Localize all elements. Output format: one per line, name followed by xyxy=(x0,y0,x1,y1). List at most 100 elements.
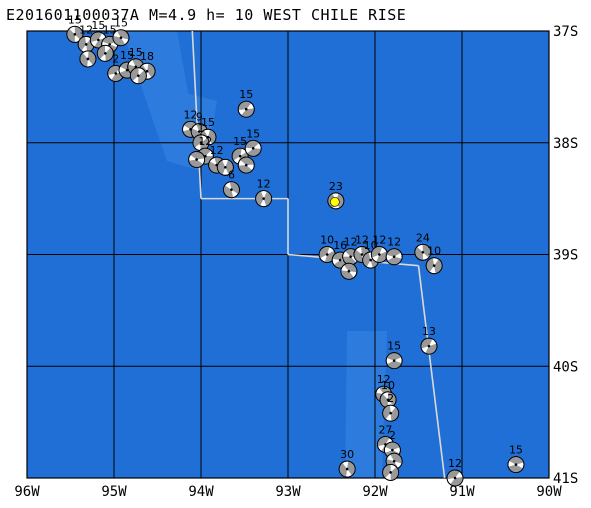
longitude-tick-label: 94W xyxy=(188,484,214,500)
depth-label: 12 xyxy=(448,457,462,470)
beachball-center-dot xyxy=(386,398,390,402)
beachball-quadrant xyxy=(74,26,83,40)
beachball-center-dot xyxy=(97,38,100,42)
beachball-quadrant xyxy=(217,160,226,175)
beachball-center-dot xyxy=(389,471,392,474)
beachball-quadrant xyxy=(450,476,463,486)
beachball-quadrant xyxy=(245,140,260,149)
beachball-quadrant xyxy=(190,151,205,160)
beachball-rim xyxy=(420,337,438,355)
beachball-quadrant xyxy=(390,453,403,464)
beachball xyxy=(96,44,114,62)
beachball xyxy=(338,460,356,478)
epicenter-marker xyxy=(330,197,340,207)
beachball-center-dot xyxy=(197,130,201,133)
depth-label: 6 xyxy=(228,169,235,182)
beachball-quadrant xyxy=(339,462,348,477)
depth-label: 13 xyxy=(422,325,436,338)
beachball-quadrant xyxy=(319,246,330,259)
beachball-quadrant xyxy=(390,466,399,481)
depth-label: 15 xyxy=(68,13,82,26)
beachball-quadrant xyxy=(263,191,272,207)
ridge-segment xyxy=(417,265,446,478)
beachball-center-dot xyxy=(73,33,77,36)
beachball-center-dot xyxy=(230,188,233,191)
beachball-center-dot xyxy=(125,68,129,72)
depth-label: 18 xyxy=(140,50,154,63)
beachball-quadrant xyxy=(87,50,96,66)
beachball-rim xyxy=(188,151,206,168)
beachball-quadrant xyxy=(241,108,255,118)
longitude-tick-label: 91W xyxy=(449,484,475,500)
beachball xyxy=(222,181,240,199)
beachball-quadrant xyxy=(238,101,252,111)
beachball-quadrant xyxy=(116,29,129,40)
beachball-center-dot xyxy=(137,74,140,77)
beachball xyxy=(216,158,234,176)
beachball-center-dot xyxy=(238,154,242,158)
beachball xyxy=(112,29,130,47)
beachball-rim xyxy=(237,156,255,174)
beachball xyxy=(79,50,97,68)
beachball xyxy=(414,243,432,261)
beachball-center-dot xyxy=(421,250,425,254)
beachball-center-dot xyxy=(244,163,248,167)
beachball-quadrant xyxy=(193,134,202,148)
beachball xyxy=(129,67,147,85)
beachball-center-dot xyxy=(432,264,436,267)
beachball-center-dot xyxy=(345,467,349,471)
depth-label: 15 xyxy=(103,23,117,36)
beachball-center-dot xyxy=(244,107,248,111)
beachball-rim xyxy=(244,139,262,157)
beachball-quadrant xyxy=(434,259,443,274)
beachball-center-dot xyxy=(389,411,392,415)
beachball-center-dot xyxy=(427,344,431,348)
beachball-rim xyxy=(96,44,114,62)
beachball-rim xyxy=(222,181,240,199)
beachball-quadrant xyxy=(426,257,435,273)
depth-label: 15 xyxy=(246,127,260,140)
depth-label: 27 xyxy=(378,423,392,436)
beachball xyxy=(66,25,84,43)
beachball-quadrant xyxy=(422,244,431,258)
beachball-quadrant xyxy=(232,148,242,161)
depth-label: 2 xyxy=(389,429,396,442)
beachball-center-dot xyxy=(204,154,207,158)
depth-label: 12 xyxy=(377,373,391,386)
beachball-quadrant xyxy=(387,360,402,369)
beachball-center-dot xyxy=(392,359,396,362)
beachball-center-dot xyxy=(145,69,149,73)
beachball-quadrant xyxy=(229,181,240,194)
beachball-quadrant xyxy=(447,470,460,480)
beachball-quadrant xyxy=(371,246,383,258)
beachball-rim xyxy=(79,50,97,68)
beachball-center-dot xyxy=(199,141,203,145)
beachball-quadrant xyxy=(354,249,363,263)
beachball-quadrant xyxy=(188,159,204,168)
beachball-quadrant xyxy=(240,157,255,166)
beachball-rim xyxy=(385,352,403,370)
depth-label: 15 xyxy=(233,135,247,148)
beachball-rim xyxy=(327,192,345,210)
beachball-quadrant xyxy=(247,148,262,157)
beachball xyxy=(370,246,388,263)
beachball-rim xyxy=(370,246,388,263)
depth-label: 12 xyxy=(210,144,224,157)
depth-label: 24 xyxy=(416,231,430,244)
beachball-rim xyxy=(318,246,336,263)
longitude-tick-label: 93W xyxy=(275,484,301,500)
epicenter-depth-label: 23 xyxy=(329,180,343,193)
beachball-rim xyxy=(382,463,400,481)
beachball-center-dot xyxy=(134,65,138,69)
longitude-tick-label: 96W xyxy=(14,484,40,500)
beachball-quadrant xyxy=(255,191,264,206)
map-title: E201601100037A M=4.9 h= 10 WEST CHILE RI… xyxy=(6,6,407,24)
beachball-rim xyxy=(255,190,273,208)
depth-label: 30 xyxy=(340,448,354,461)
beachball-quadrant xyxy=(415,246,424,261)
beachball-quadrant xyxy=(78,36,87,51)
longitude-tick-label: 90W xyxy=(536,484,562,500)
beachball-quadrant xyxy=(238,165,253,174)
beachball-quadrant xyxy=(380,393,389,408)
